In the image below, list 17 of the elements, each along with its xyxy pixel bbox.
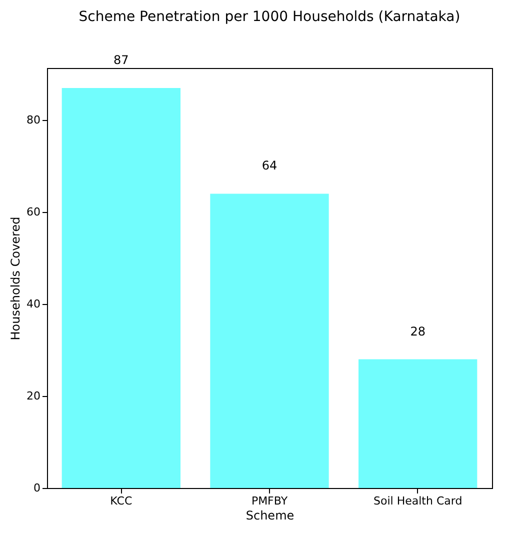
bar (210, 194, 329, 488)
y-tick-label: 60 (26, 206, 40, 219)
x-tick-label: KCC (110, 494, 132, 508)
x-tick-label: Soil Health Card (373, 494, 462, 508)
y-tick-label: 0 (34, 482, 40, 494)
bar (62, 88, 180, 488)
data-label: 28 (410, 324, 426, 338)
bar (358, 359, 478, 488)
data-label: 87 (114, 53, 129, 67)
chart-title: Scheme Penetration per 1000 Households (Karnataka) (78, 9, 460, 25)
y-tick-label: 80 (26, 114, 40, 127)
y-tick-label: 40 (26, 298, 40, 311)
x-axis-title: Scheme (246, 508, 294, 522)
data-label: 64 (262, 158, 278, 173)
y-tick-label: 20 (26, 390, 40, 403)
y-axis-title: Households Covered (8, 216, 23, 340)
x-tick-label: PMFBY (251, 494, 288, 508)
